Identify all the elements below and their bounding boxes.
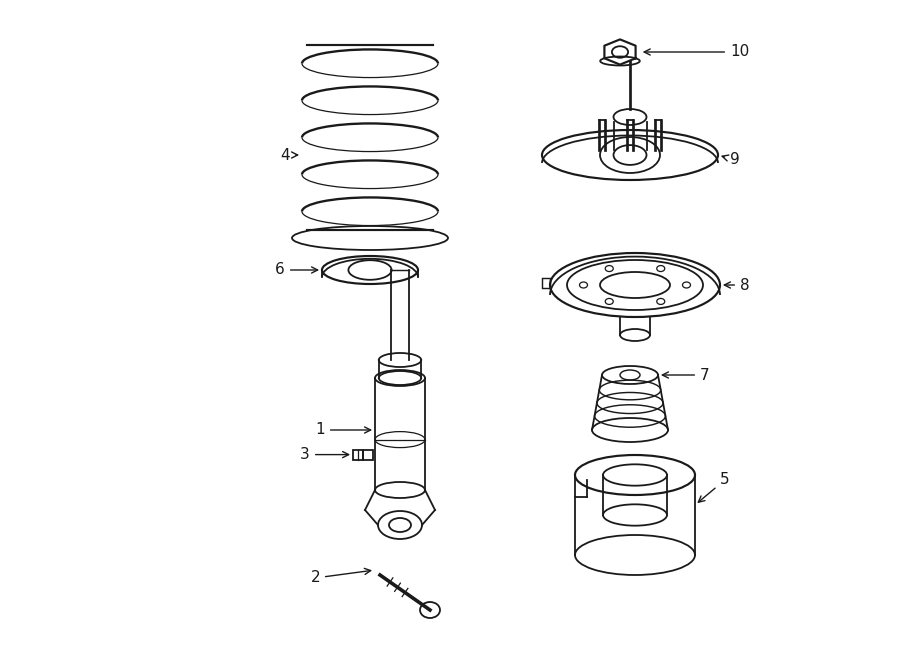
Text: 4: 4 <box>281 147 298 163</box>
Text: 5: 5 <box>698 473 730 502</box>
Text: 10: 10 <box>644 44 749 59</box>
Text: 6: 6 <box>275 262 318 278</box>
Text: 9: 9 <box>722 153 740 167</box>
Text: 1: 1 <box>315 422 371 438</box>
Text: 2: 2 <box>310 568 371 586</box>
Bar <box>542 278 550 288</box>
Bar <box>353 449 363 459</box>
Text: 3: 3 <box>301 447 348 462</box>
Bar <box>363 449 373 459</box>
Text: 8: 8 <box>724 278 750 293</box>
Text: 7: 7 <box>662 368 709 383</box>
